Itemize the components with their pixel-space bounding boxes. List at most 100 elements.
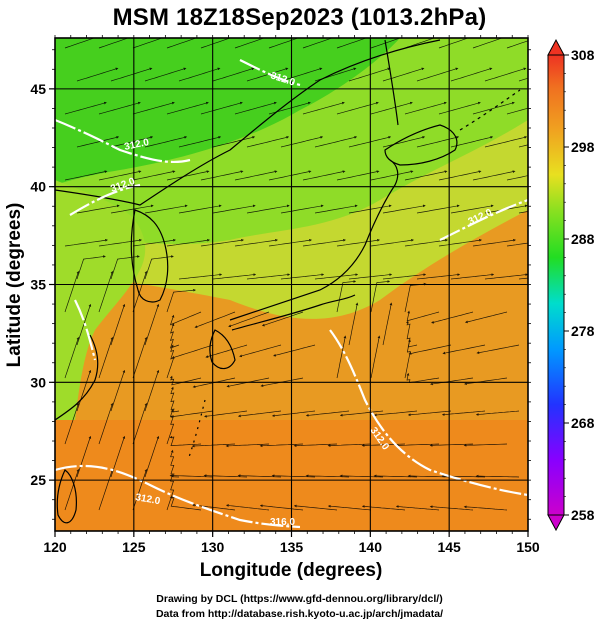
streamline bbox=[110, 136, 154, 148]
colorbar-label: 268 bbox=[571, 415, 595, 431]
streamline bbox=[166, 474, 175, 511]
streamline bbox=[484, 273, 528, 280]
credit-drawing: Drawing by DCL (https://www.gfd-dennou.o… bbox=[156, 593, 443, 605]
streamline bbox=[98, 38, 130, 49]
streamline bbox=[110, 369, 126, 412]
streamline bbox=[441, 410, 486, 417]
streamline bbox=[404, 170, 448, 181]
streamline bbox=[228, 311, 270, 328]
streamline bbox=[132, 38, 164, 49]
streamline bbox=[273, 344, 316, 357]
streamline bbox=[144, 255, 174, 280]
streamline bbox=[382, 273, 427, 280]
streamline bbox=[169, 435, 202, 446]
x-axis-ticks: 120 125 130 135 140 145 150 bbox=[43, 35, 540, 555]
colorbar-label: 258 bbox=[571, 507, 595, 523]
y-axis-title: Latitude (degrees) bbox=[4, 203, 25, 368]
streamline bbox=[64, 468, 80, 511]
colorbar-ticks: 308 298 288 278 268 258 bbox=[564, 47, 595, 523]
streamlines bbox=[64, 38, 528, 511]
plot-area bbox=[55, 38, 528, 531]
contour-label: 316.0 bbox=[270, 517, 295, 528]
streamline bbox=[305, 410, 350, 417]
y-axis-ticks: 25 30 35 40 45 bbox=[30, 49, 531, 520]
y-tick-label: 35 bbox=[30, 277, 46, 293]
x-tick-label: 125 bbox=[122, 539, 146, 555]
streamline bbox=[518, 77, 528, 82]
streamline bbox=[98, 170, 142, 181]
streamline bbox=[261, 311, 304, 327]
continent-field bbox=[55, 180, 146, 420]
streamline bbox=[463, 505, 508, 511]
streamline bbox=[348, 302, 359, 346]
streamline bbox=[246, 136, 290, 148]
streamline bbox=[484, 67, 527, 82]
streamline bbox=[302, 238, 346, 247]
streamline bbox=[438, 170, 482, 181]
streamline bbox=[475, 474, 520, 478]
streamline bbox=[472, 238, 516, 247]
streamline bbox=[169, 311, 202, 326]
streamline bbox=[302, 38, 334, 49]
streamline bbox=[64, 270, 80, 313]
colorbar: 308 298 288 278 268 258 bbox=[547, 38, 595, 532]
streamline bbox=[110, 67, 153, 82]
streamline bbox=[518, 211, 528, 214]
streamline bbox=[506, 40, 528, 49]
streamline bbox=[144, 204, 188, 214]
streamline bbox=[382, 67, 425, 82]
streamline bbox=[144, 435, 160, 478]
streamline bbox=[76, 136, 120, 148]
streamline bbox=[132, 336, 148, 379]
streamline bbox=[348, 204, 392, 214]
streamline bbox=[463, 443, 508, 447]
streamline bbox=[64, 402, 80, 445]
credit-data: Data from http://database.rish.kyoto-u.a… bbox=[155, 608, 444, 620]
streamline bbox=[76, 303, 92, 346]
streamline bbox=[76, 204, 120, 214]
streamline bbox=[280, 67, 323, 82]
streamline bbox=[406, 310, 440, 322]
coastlines bbox=[55, 39, 521, 524]
streamline bbox=[271, 410, 316, 418]
colorbar-label: 288 bbox=[571, 231, 595, 247]
contour-lines bbox=[55, 59, 528, 529]
x-tick-label: 150 bbox=[516, 539, 540, 555]
streamline bbox=[212, 67, 255, 82]
streamline bbox=[348, 67, 391, 82]
streamline bbox=[64, 170, 108, 181]
streamline bbox=[144, 136, 188, 148]
streamline bbox=[430, 377, 474, 386]
streamline bbox=[438, 238, 482, 247]
y-tick-label: 25 bbox=[30, 472, 46, 488]
streamline bbox=[472, 170, 516, 181]
colorbar-label: 298 bbox=[571, 139, 595, 155]
streamline bbox=[64, 38, 96, 49]
streamline bbox=[144, 303, 160, 346]
streamline bbox=[464, 311, 508, 324]
streamline bbox=[268, 101, 311, 115]
streamline bbox=[268, 38, 300, 49]
streamline bbox=[234, 101, 277, 115]
streamline bbox=[225, 443, 270, 448]
streamline bbox=[408, 344, 452, 355]
streamline bbox=[382, 136, 426, 148]
streamline bbox=[280, 136, 324, 148]
cold-field bbox=[55, 38, 400, 185]
streamline bbox=[416, 204, 460, 214]
streamline bbox=[200, 238, 244, 247]
x-axis-title: Longitude (degrees) bbox=[200, 560, 383, 581]
streamline bbox=[200, 170, 244, 181]
streamline bbox=[450, 67, 493, 82]
streamline bbox=[518, 277, 528, 280]
streamline bbox=[76, 435, 92, 478]
streamline bbox=[166, 170, 210, 181]
streamline bbox=[370, 38, 402, 49]
streamline bbox=[280, 204, 324, 214]
streamline bbox=[166, 38, 198, 49]
streamline bbox=[132, 238, 176, 247]
streamline bbox=[98, 402, 114, 445]
streamline bbox=[144, 67, 187, 82]
streamline bbox=[178, 273, 223, 280]
